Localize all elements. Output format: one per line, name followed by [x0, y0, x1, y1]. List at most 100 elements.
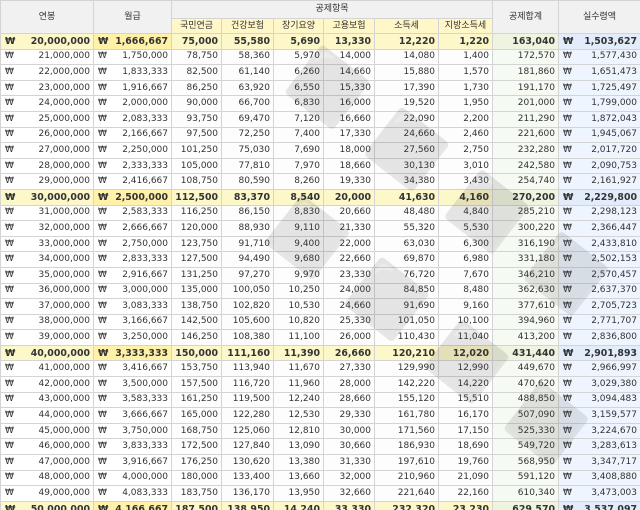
cell-net-pay-value: 3,283,613 [591, 441, 637, 452]
cell-income-tax: 142,220 [374, 376, 439, 393]
cell-long-term-care: 5,690 [273, 33, 324, 50]
cell-total-deduction: 413,200 [492, 329, 559, 346]
cell-total-deduction-value: 549,720 [517, 441, 555, 452]
table-row: ₩30,000,000 ₩2,500,000 112,500 83,370 8,540 2… [0, 188, 640, 206]
cell-local-income-tax-value: 9,160 [463, 300, 489, 311]
cell-monthly-pay-value: 3,416,667 [122, 363, 168, 374]
cell-net-pay-value: 1,651,473 [591, 66, 637, 77]
cell-long-term-care: 9,680 [273, 251, 324, 268]
cell-annual-salary: ₩33,000,000 [0, 235, 94, 253]
currency-symbol: ₩ [5, 51, 14, 62]
currency-symbol: ₩ [5, 425, 14, 436]
cell-income-tax-value: 17,390 [403, 82, 436, 93]
cell-health-insurance: 69,470 [221, 110, 274, 128]
cell-long-term-care: 6,550 [273, 79, 324, 97]
cell-health-insurance-value: 111,160 [227, 347, 270, 359]
table-row: ₩37,000,000 ₩3,083,333 138,750 102,820 10,53… [0, 298, 640, 315]
cell-net-pay-value: 3,029,380 [591, 378, 637, 389]
cell-national-pension: 108,750 [171, 173, 222, 190]
cell-employment-insurance-value: 14,000 [339, 51, 372, 62]
cell-monthly-pay: ₩1,833,333 [93, 64, 172, 81]
cell-national-pension: 180,000 [171, 469, 222, 487]
cell-income-tax-value: 48,480 [403, 207, 436, 218]
cell-annual-salary-value: 29,000,000 [38, 176, 90, 187]
cell-health-insurance: 80,590 [221, 173, 274, 190]
cell-national-pension-value: 123,750 [180, 238, 218, 249]
cell-monthly-pay: ₩2,250,000 [93, 142, 172, 159]
cell-health-insurance-value: 102,820 [232, 300, 270, 311]
cell-annual-salary: ₩44,000,000 [0, 407, 94, 424]
cell-local-income-tax-value: 17,150 [457, 425, 490, 436]
cell-annual-salary: ₩40,000,000 [0, 344, 94, 362]
cell-health-insurance: 122,280 [221, 407, 274, 424]
cell-net-pay-value: 2,771,707 [591, 316, 637, 327]
cell-income-tax-value: 76,720 [403, 269, 436, 280]
cell-health-insurance-value: 66,700 [238, 98, 271, 109]
cell-long-term-care: 13,660 [273, 469, 324, 487]
cell-long-term-care-value: 9,110 [294, 222, 320, 233]
cell-net-pay-value: 3,537,097 [584, 503, 637, 510]
cell-national-pension: 97,500 [171, 126, 222, 144]
cell-income-tax-value: 22,090 [403, 113, 436, 124]
cell-annual-salary: ₩45,000,000 [0, 422, 94, 440]
currency-symbol: ₩ [563, 503, 574, 510]
cell-total-deduction-value: 377,610 [517, 300, 555, 311]
cell-employment-insurance: 24,660 [323, 298, 375, 315]
cell-local-income-tax-value: 3,430 [463, 176, 489, 187]
table-row: ₩44,000,000 ₩3,666,667 165,000 122,280 12,53… [0, 407, 640, 424]
cell-total-deduction-value: 232,280 [517, 144, 555, 155]
cell-annual-salary: ₩30,000,000 [0, 188, 94, 206]
cell-income-tax: 24,660 [374, 126, 439, 144]
cell-monthly-pay-value: 2,166,667 [122, 129, 168, 140]
cell-monthly-pay: ₩4,166,667 [93, 500, 172, 510]
cell-income-tax: 210,960 [374, 469, 439, 487]
cell-annual-salary: ₩36,000,000 [0, 282, 94, 300]
cell-net-pay: ₩2,161,927 [558, 173, 640, 190]
cell-annual-salary: ₩47,000,000 [0, 454, 94, 471]
cell-monthly-pay-value: 3,000,000 [122, 285, 168, 296]
cell-annual-salary-value: 46,000,000 [38, 441, 90, 452]
cell-national-pension-value: 97,500 [186, 129, 219, 140]
cell-health-insurance: 136,170 [221, 485, 274, 502]
currency-symbol: ₩ [5, 394, 14, 405]
table-row: ₩42,000,000 ₩3,500,000 157,500 116,720 11,96… [0, 376, 640, 393]
cell-income-tax: 101,050 [374, 313, 439, 331]
cell-long-term-care-value: 7,120 [294, 113, 320, 124]
currency-symbol: ₩ [98, 300, 107, 311]
cell-net-pay: ₩3,408,880 [558, 469, 640, 487]
cell-national-pension-value: 116,250 [180, 207, 218, 218]
cell-income-tax: 110,430 [374, 329, 439, 346]
cell-national-pension: 168,750 [171, 422, 222, 440]
currency-symbol: ₩ [5, 378, 14, 389]
cell-net-pay-value: 2,017,720 [591, 144, 637, 155]
currency-symbol: ₩ [563, 222, 572, 233]
cell-net-pay-value: 3,347,717 [591, 456, 637, 467]
cell-income-tax: 120,210 [374, 344, 439, 362]
currency-symbol: ₩ [563, 51, 572, 62]
currency-symbol: ₩ [5, 488, 14, 499]
cell-national-pension: 127,500 [171, 251, 222, 268]
currency-symbol: ₩ [98, 488, 107, 499]
cell-health-insurance: 88,930 [221, 220, 274, 237]
cell-health-insurance-value: 72,250 [238, 129, 271, 140]
cell-total-deduction: 568,950 [492, 454, 559, 471]
cell-total-deduction: 610,340 [492, 485, 559, 502]
cell-annual-salary: ₩29,000,000 [0, 173, 94, 190]
cell-annual-salary: ₩41,000,000 [0, 360, 94, 378]
currency-symbol: ₩ [5, 363, 14, 374]
cell-income-tax: 34,380 [374, 173, 439, 190]
cell-employment-insurance-value: 20,660 [339, 207, 372, 218]
cell-net-pay: ₩3,283,613 [558, 438, 640, 456]
cell-monthly-pay-value: 1,750,000 [122, 51, 168, 62]
cell-health-insurance-value: 97,270 [238, 269, 271, 280]
cell-employment-insurance-value: 16,660 [339, 113, 372, 124]
cell-local-income-tax: 1,220 [438, 33, 493, 50]
cell-local-income-tax: 6,980 [438, 251, 493, 268]
cell-national-pension: 93,750 [171, 110, 222, 128]
cell-monthly-pay-value: 3,833,333 [122, 441, 168, 452]
cell-national-pension: 75,000 [171, 33, 222, 50]
cell-long-term-care-value: 7,690 [294, 144, 320, 155]
currency-symbol: ₩ [5, 176, 14, 187]
cell-health-insurance-value: 75,030 [238, 144, 271, 155]
